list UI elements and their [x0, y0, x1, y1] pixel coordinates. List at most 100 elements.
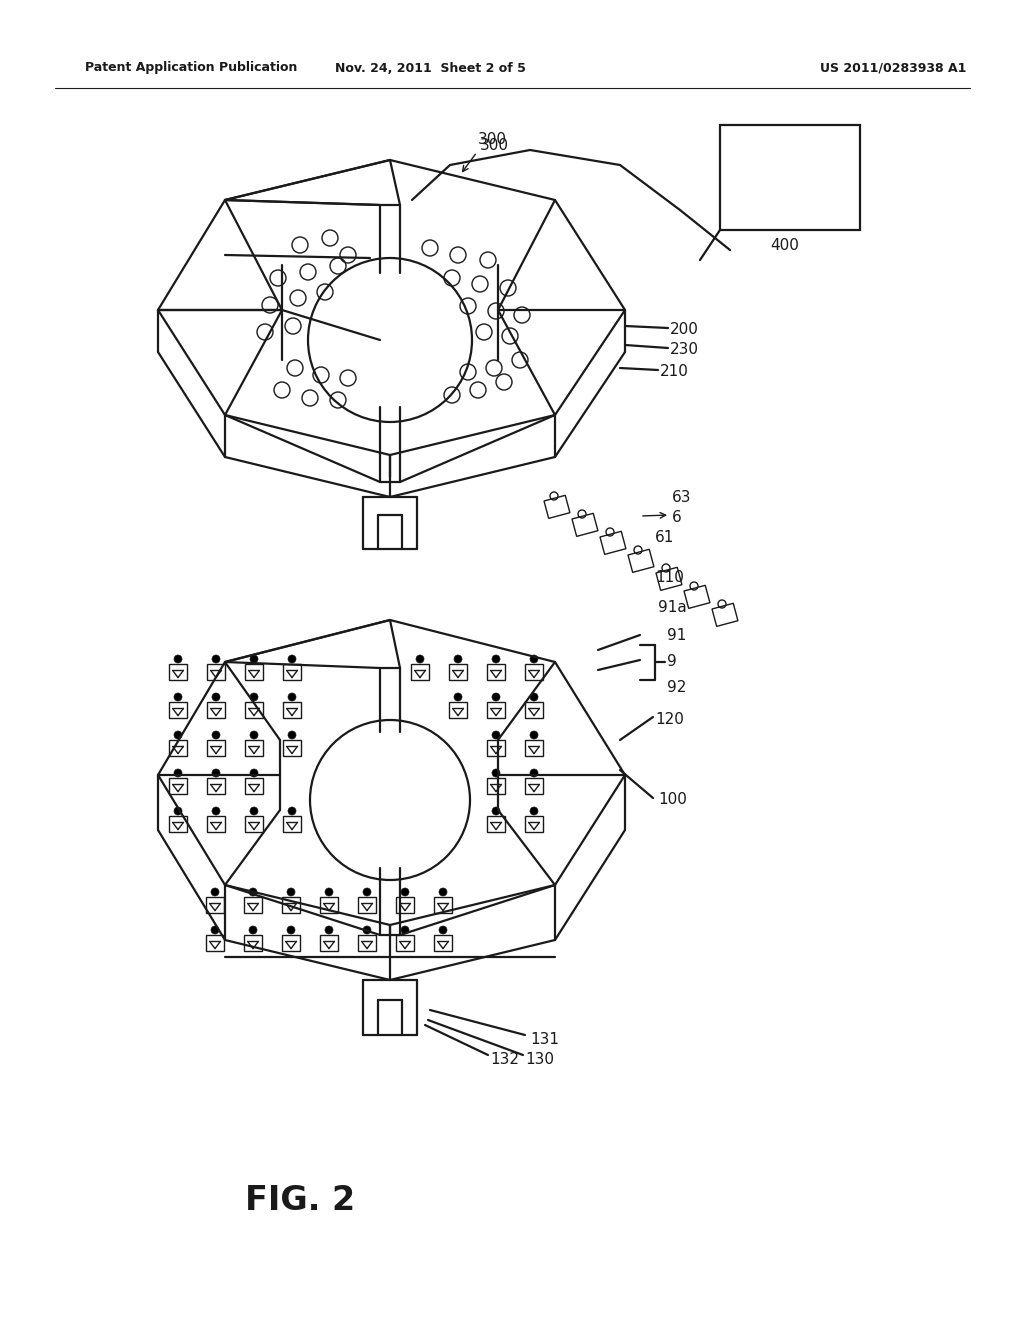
Bar — [207, 777, 225, 795]
Bar — [283, 664, 301, 680]
Bar — [282, 898, 300, 913]
Ellipse shape — [362, 927, 371, 935]
Ellipse shape — [174, 693, 182, 701]
Text: 92: 92 — [667, 681, 686, 696]
Ellipse shape — [288, 807, 296, 814]
Ellipse shape — [325, 927, 333, 935]
Ellipse shape — [174, 770, 182, 777]
Ellipse shape — [288, 731, 296, 739]
Bar — [169, 741, 187, 756]
Ellipse shape — [439, 888, 447, 896]
Ellipse shape — [287, 888, 295, 896]
Ellipse shape — [250, 731, 258, 739]
Bar — [449, 664, 467, 680]
Bar — [169, 777, 187, 795]
Bar — [244, 898, 262, 913]
Text: 300: 300 — [480, 137, 509, 153]
Ellipse shape — [174, 655, 182, 663]
Bar — [206, 898, 224, 913]
Bar — [169, 816, 187, 832]
Bar — [207, 664, 225, 680]
Ellipse shape — [454, 693, 462, 701]
Bar — [245, 702, 263, 718]
Bar — [358, 898, 376, 913]
Ellipse shape — [288, 655, 296, 663]
Ellipse shape — [492, 731, 500, 739]
Ellipse shape — [401, 927, 409, 935]
Ellipse shape — [212, 770, 220, 777]
Bar — [449, 702, 467, 718]
Ellipse shape — [362, 888, 371, 896]
Bar — [628, 549, 654, 573]
Ellipse shape — [325, 888, 333, 896]
Ellipse shape — [211, 888, 219, 896]
Bar — [396, 898, 414, 913]
Ellipse shape — [492, 655, 500, 663]
Bar — [572, 513, 598, 536]
Bar — [487, 816, 505, 832]
Text: Nov. 24, 2011  Sheet 2 of 5: Nov. 24, 2011 Sheet 2 of 5 — [335, 62, 525, 74]
Text: 210: 210 — [660, 364, 689, 380]
Text: FIG. 2: FIG. 2 — [245, 1184, 355, 1217]
Bar — [600, 532, 626, 554]
Text: 130: 130 — [525, 1052, 554, 1068]
Bar — [684, 585, 710, 609]
Bar — [525, 816, 543, 832]
Ellipse shape — [212, 693, 220, 701]
Text: 91a: 91a — [658, 601, 687, 615]
Bar — [396, 935, 414, 950]
Ellipse shape — [492, 807, 500, 814]
Bar — [245, 664, 263, 680]
Text: US 2011/0283938 A1: US 2011/0283938 A1 — [820, 62, 967, 74]
Bar — [525, 777, 543, 795]
Text: 120: 120 — [655, 713, 684, 727]
Text: 61: 61 — [655, 529, 675, 544]
Ellipse shape — [212, 807, 220, 814]
Ellipse shape — [530, 731, 538, 739]
Text: Patent Application Publication: Patent Application Publication — [85, 62, 297, 74]
Ellipse shape — [174, 731, 182, 739]
Bar — [283, 816, 301, 832]
Ellipse shape — [401, 888, 409, 896]
Bar — [206, 935, 224, 950]
Ellipse shape — [250, 770, 258, 777]
Text: 300: 300 — [478, 132, 507, 148]
Bar — [207, 816, 225, 832]
Text: 110: 110 — [655, 570, 684, 586]
Ellipse shape — [530, 807, 538, 814]
Ellipse shape — [288, 693, 296, 701]
Text: 200: 200 — [670, 322, 698, 338]
Bar — [544, 495, 570, 519]
Bar — [169, 664, 187, 680]
Ellipse shape — [492, 770, 500, 777]
Bar — [487, 702, 505, 718]
Bar — [245, 816, 263, 832]
Ellipse shape — [174, 807, 182, 814]
Bar — [319, 935, 338, 950]
Ellipse shape — [454, 655, 462, 663]
Bar — [282, 935, 300, 950]
Bar — [525, 741, 543, 756]
Ellipse shape — [530, 770, 538, 777]
Ellipse shape — [250, 807, 258, 814]
Bar — [244, 935, 262, 950]
Text: 63: 63 — [672, 490, 691, 504]
Ellipse shape — [249, 888, 257, 896]
Bar — [525, 702, 543, 718]
Bar — [434, 935, 452, 950]
Bar — [319, 898, 338, 913]
Ellipse shape — [530, 655, 538, 663]
Bar — [720, 125, 860, 230]
Bar — [712, 603, 738, 627]
Ellipse shape — [416, 655, 424, 663]
Bar — [487, 777, 505, 795]
Ellipse shape — [212, 655, 220, 663]
Bar — [207, 702, 225, 718]
Ellipse shape — [249, 927, 257, 935]
Text: 131: 131 — [530, 1032, 559, 1048]
Text: 400: 400 — [770, 238, 799, 252]
Bar — [169, 702, 187, 718]
Ellipse shape — [439, 927, 447, 935]
Bar — [245, 741, 263, 756]
Text: 230: 230 — [670, 342, 699, 358]
